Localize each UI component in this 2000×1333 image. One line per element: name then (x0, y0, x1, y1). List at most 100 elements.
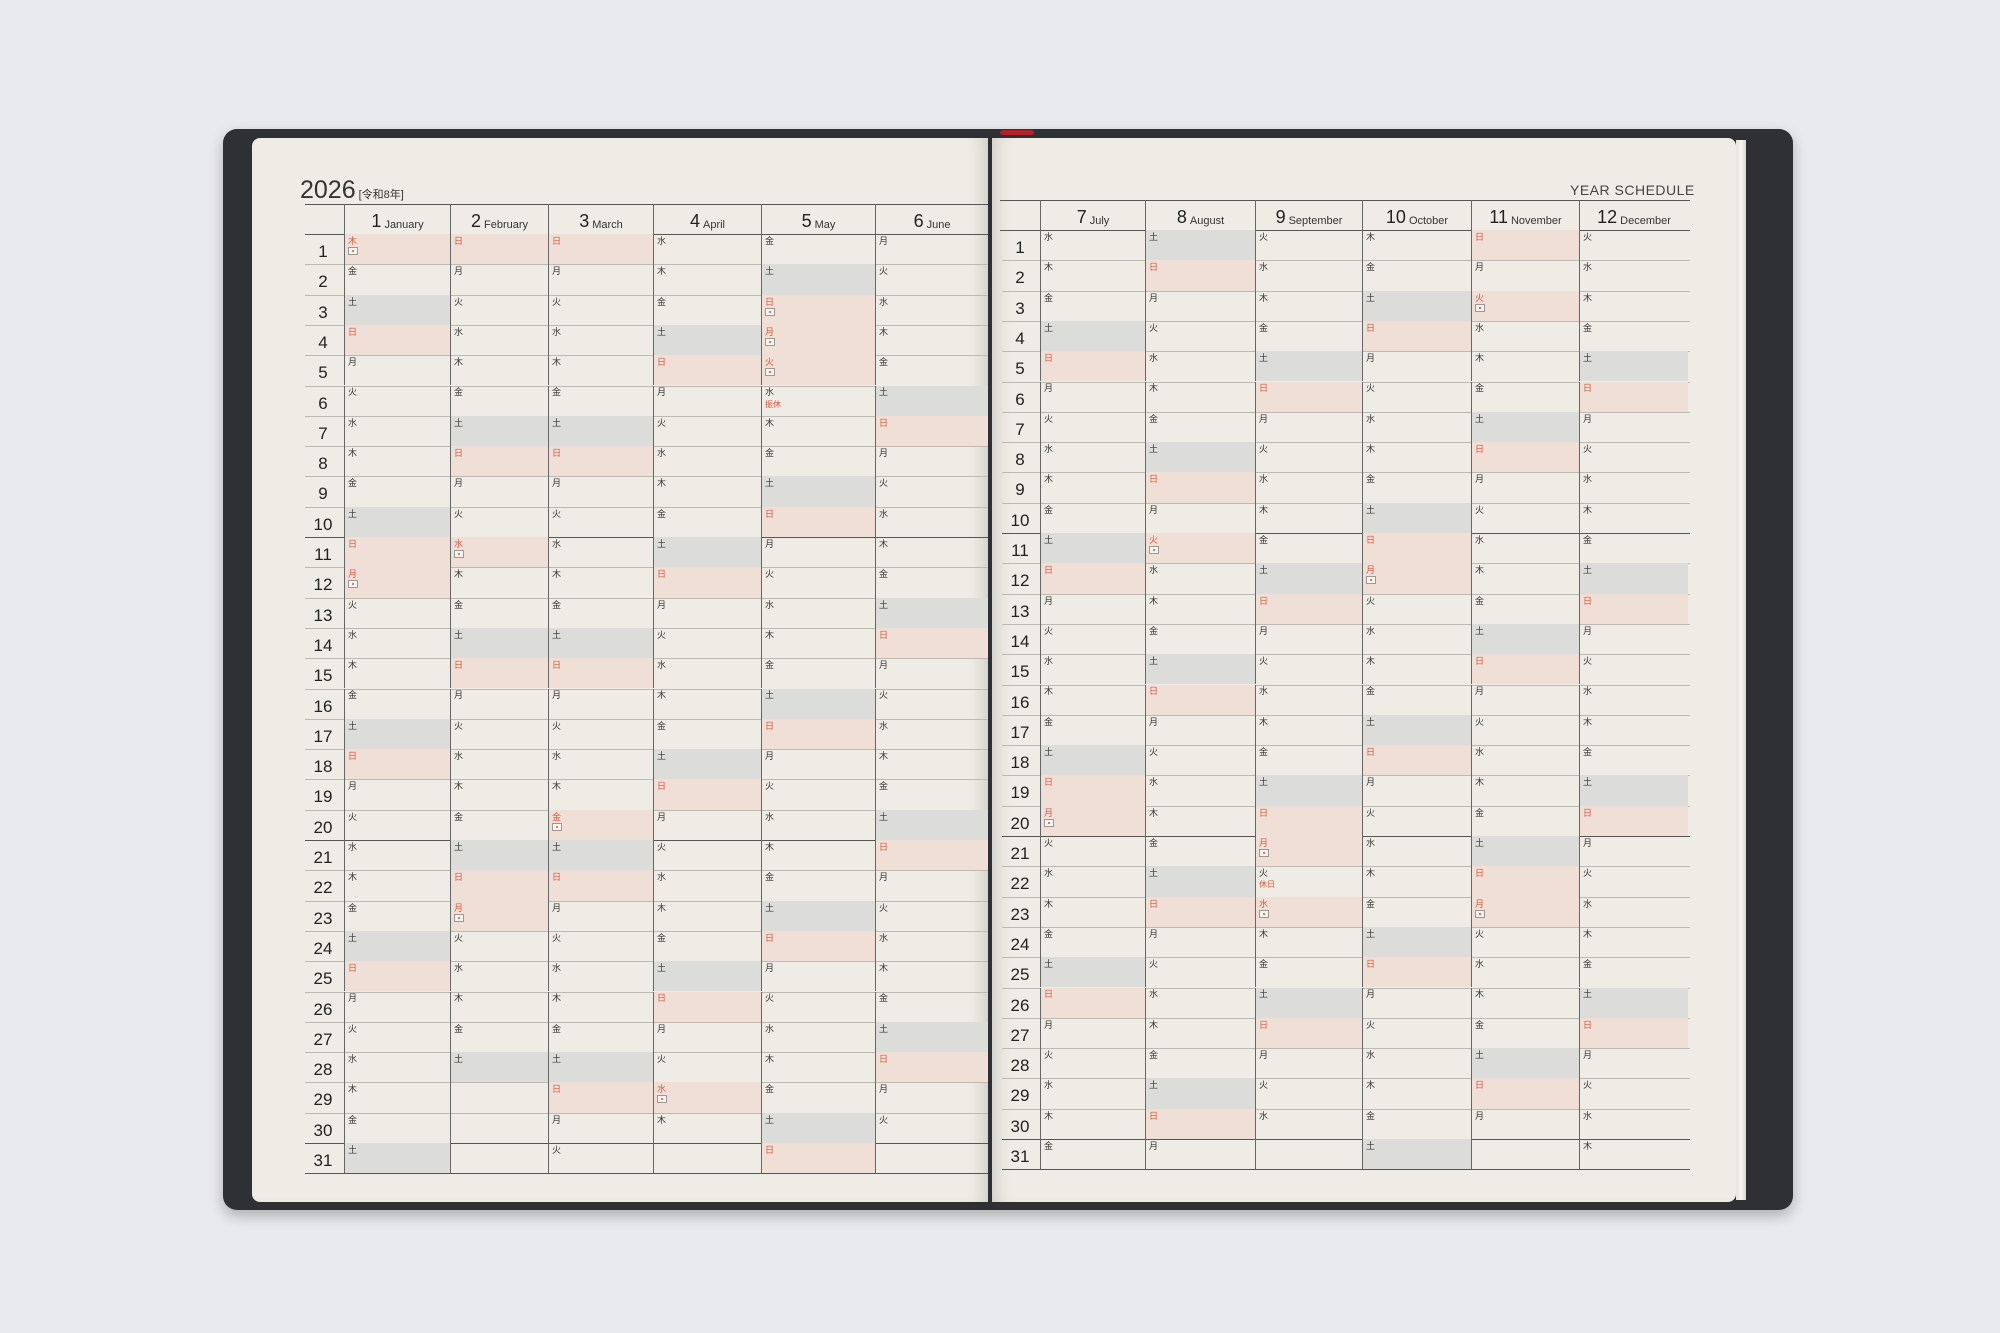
day-cell[interactable] (344, 1082, 450, 1113)
day-cell[interactable] (875, 355, 988, 386)
day-cell[interactable] (1362, 381, 1471, 412)
day-cell[interactable] (548, 1021, 653, 1053)
day-cell[interactable] (1579, 411, 1688, 443)
day-cell[interactable] (653, 294, 761, 325)
day-cell[interactable] (761, 1143, 875, 1174)
day-cell[interactable] (548, 961, 653, 992)
day-cell[interactable] (450, 1052, 548, 1083)
day-cell[interactable] (450, 324, 548, 356)
day-cell[interactable] (1362, 623, 1471, 655)
day-cell[interactable] (1040, 987, 1145, 1018)
day-cell[interactable] (450, 506, 548, 537)
day-cell[interactable] (653, 991, 761, 1022)
day-cell[interactable] (1040, 926, 1145, 958)
day-cell[interactable] (875, 506, 988, 537)
day-cell[interactable] (1471, 320, 1579, 352)
day-cell[interactable] (1040, 684, 1145, 715)
day-cell[interactable] (548, 749, 653, 780)
day-cell[interactable] (1040, 502, 1145, 533)
day-cell[interactable] (1255, 623, 1362, 655)
day-cell[interactable] (1145, 320, 1255, 352)
day-cell[interactable] (450, 234, 548, 265)
day-cell[interactable] (548, 1112, 653, 1143)
day-cell[interactable] (875, 779, 988, 810)
day-cell[interactable] (1362, 290, 1471, 321)
day-cell[interactable] (344, 415, 450, 447)
day-cell[interactable] (450, 779, 548, 810)
day-cell[interactable] (1579, 926, 1688, 958)
day-cell[interactable] (548, 718, 653, 750)
day-cell[interactable] (1471, 411, 1579, 443)
day-cell[interactable] (1040, 623, 1145, 655)
day-cell[interactable] (1471, 1017, 1579, 1049)
day-cell[interactable] (653, 506, 761, 537)
day-cell[interactable] (875, 627, 988, 659)
day-cell[interactable] (1362, 866, 1471, 897)
day-cell[interactable] (875, 718, 988, 750)
day-cell[interactable] (548, 415, 653, 447)
day-cell[interactable] (1579, 533, 1688, 564)
day-cell[interactable] (344, 597, 450, 628)
day-cell[interactable] (1471, 745, 1579, 776)
day-cell[interactable] (1471, 290, 1579, 321)
day-cell[interactable] (653, 415, 761, 447)
day-cell[interactable] (1040, 1017, 1145, 1049)
day-cell[interactable] (1579, 563, 1688, 594)
day-cell[interactable] (653, 446, 761, 477)
day-cell[interactable] (875, 476, 988, 507)
day-cell[interactable] (1362, 654, 1471, 685)
day-cell[interactable] (1040, 654, 1145, 685)
day-cell[interactable] (1579, 381, 1688, 412)
day-cell[interactable] (761, 264, 875, 295)
day-cell[interactable] (548, 476, 653, 507)
day-cell[interactable] (761, 294, 875, 325)
day-cell[interactable] (1471, 987, 1579, 1018)
day-cell[interactable] (344, 749, 450, 780)
day-cell[interactable] (1471, 593, 1579, 624)
day-cell[interactable] (344, 446, 450, 477)
day-cell[interactable] (1040, 442, 1145, 473)
day-cell[interactable] (653, 930, 761, 962)
day-cell[interactable] (1579, 472, 1688, 503)
day-cell[interactable] (875, 567, 988, 598)
day-cell[interactable] (548, 840, 653, 871)
day-cell[interactable] (344, 870, 450, 901)
day-cell[interactable] (344, 1143, 450, 1174)
day-cell[interactable] (1471, 896, 1579, 927)
day-cell[interactable] (1145, 654, 1255, 685)
day-cell[interactable] (1362, 684, 1471, 715)
day-cell[interactable] (761, 415, 875, 447)
day-cell[interactable] (1362, 775, 1471, 806)
day-cell[interactable] (1145, 775, 1255, 806)
day-cell[interactable] (1471, 260, 1579, 291)
day-cell[interactable] (1579, 654, 1688, 685)
day-cell[interactable] (1040, 381, 1145, 412)
day-cell[interactable] (875, 930, 988, 962)
day-cell[interactable] (653, 234, 761, 265)
day-cell[interactable] (875, 1021, 988, 1053)
day-cell[interactable] (1255, 381, 1362, 412)
day-cell[interactable] (1040, 1048, 1145, 1079)
day-cell[interactable] (1471, 714, 1579, 746)
day-cell[interactable] (1255, 745, 1362, 776)
day-cell[interactable] (548, 506, 653, 537)
day-cell[interactable] (1471, 623, 1579, 655)
day-cell[interactable] (1255, 1017, 1362, 1049)
day-cell[interactable] (875, 749, 988, 780)
day-cell[interactable] (1579, 290, 1688, 321)
day-cell[interactable] (1471, 805, 1579, 836)
day-cell[interactable] (1145, 1017, 1255, 1049)
day-cell[interactable] (1362, 411, 1471, 443)
day-cell[interactable] (1362, 1017, 1471, 1049)
day-cell[interactable] (450, 991, 548, 1022)
day-cell[interactable] (1579, 260, 1688, 291)
day-cell[interactable] (1471, 1048, 1579, 1079)
day-cell[interactable] (653, 900, 761, 931)
day-cell[interactable] (653, 1082, 761, 1113)
day-cell[interactable] (761, 446, 875, 477)
day-cell[interactable] (1040, 411, 1145, 443)
day-cell[interactable] (548, 264, 653, 295)
day-cell[interactable] (450, 567, 548, 598)
day-cell[interactable] (1145, 1139, 1255, 1170)
day-cell[interactable] (1579, 320, 1688, 352)
